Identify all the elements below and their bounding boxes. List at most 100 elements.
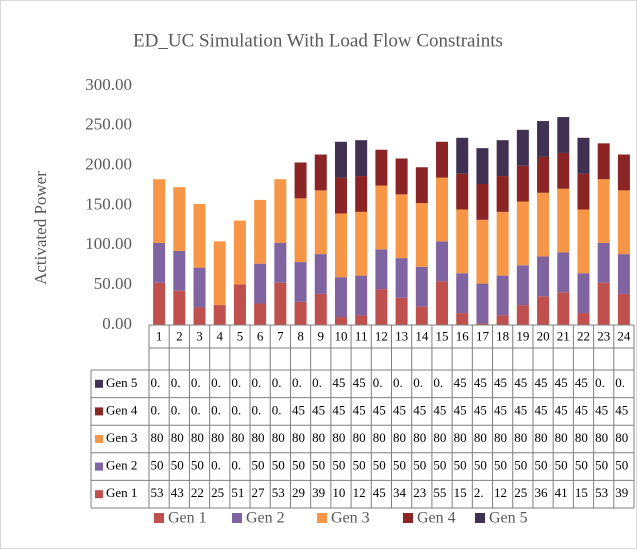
table-cell: 80 bbox=[151, 430, 164, 445]
table-cell: 23 bbox=[413, 485, 426, 500]
legend-key bbox=[95, 379, 103, 388]
bar-segment bbox=[476, 323, 489, 325]
bar-segment bbox=[415, 167, 428, 204]
table-cell: 45 bbox=[353, 402, 366, 417]
chart-title: ED_UC Simulation With Load Flow Constrai… bbox=[133, 30, 503, 51]
legend-swatch bbox=[475, 513, 485, 523]
bar-segment bbox=[294, 301, 307, 325]
table-cell: 80 bbox=[454, 430, 467, 445]
x-tick-label: 21 bbox=[557, 328, 570, 343]
table-cell: 80 bbox=[353, 430, 366, 445]
table-cell: 45 bbox=[555, 402, 568, 417]
table-cell: 80 bbox=[332, 430, 345, 445]
table-cell: 53 bbox=[272, 485, 285, 500]
table-cell: 10 bbox=[332, 485, 345, 500]
bar-segment bbox=[334, 317, 347, 325]
bar-segment bbox=[173, 250, 186, 291]
bar-segment bbox=[415, 203, 428, 267]
bar-segment bbox=[436, 141, 449, 178]
table-cell: 45 bbox=[555, 375, 568, 390]
table-cell: 0. bbox=[211, 458, 221, 473]
table-cell: 80 bbox=[413, 430, 426, 445]
table-cell: 50 bbox=[171, 458, 184, 473]
table-cell: 0. bbox=[393, 375, 403, 390]
bar-segment bbox=[274, 282, 287, 325]
bar-segment bbox=[153, 282, 166, 325]
y-tick-label: 0.00 bbox=[102, 314, 132, 333]
bar-segment bbox=[537, 156, 550, 193]
bar-segment bbox=[173, 187, 186, 251]
y-tick-label: 250.00 bbox=[85, 115, 132, 134]
table-cell: 0. bbox=[373, 375, 383, 390]
table-cell: 15 bbox=[454, 485, 467, 500]
bar-segment bbox=[557, 252, 570, 293]
table-cell: 45 bbox=[474, 375, 487, 390]
table-cell: 80 bbox=[534, 430, 547, 445]
bar-segment bbox=[193, 307, 206, 325]
table-cell: 34 bbox=[393, 485, 407, 500]
bar-segment bbox=[254, 199, 267, 264]
table-cell: 80 bbox=[211, 430, 224, 445]
bar-segment bbox=[355, 211, 368, 276]
bar-segment bbox=[577, 313, 590, 325]
bar-segment bbox=[516, 165, 529, 202]
table-cell: 39 bbox=[615, 485, 628, 500]
table-cell: 0. bbox=[312, 375, 322, 390]
y-tick-label: 50.00 bbox=[94, 274, 132, 293]
table-row-label: Gen 1 bbox=[106, 485, 137, 500]
table-cell: 55 bbox=[433, 485, 446, 500]
table-cell: 0. bbox=[595, 375, 605, 390]
legend-swatch bbox=[154, 513, 164, 523]
table-cell: 80 bbox=[292, 430, 305, 445]
table-cell: 29 bbox=[292, 485, 305, 500]
bar-segment bbox=[516, 201, 529, 266]
table-cell: 36 bbox=[534, 485, 548, 500]
x-tick-label: 12 bbox=[375, 328, 388, 343]
bar-segment bbox=[355, 176, 368, 212]
table-cell: 0. bbox=[151, 375, 161, 390]
table-cell: 0. bbox=[292, 375, 302, 390]
bar-segment bbox=[233, 220, 246, 285]
bar-segment bbox=[597, 179, 610, 243]
bar-segment bbox=[314, 293, 327, 325]
bar-segment bbox=[537, 192, 550, 257]
bar-segment bbox=[375, 185, 388, 250]
table-row-label: Gen 4 bbox=[106, 402, 138, 417]
table-cell: 80 bbox=[272, 430, 285, 445]
x-tick-label: 22 bbox=[577, 328, 590, 343]
table-cell: 80 bbox=[595, 430, 608, 445]
table-cell: 0. bbox=[231, 402, 241, 417]
bar-segment bbox=[436, 241, 449, 282]
legend-swatch bbox=[403, 513, 413, 523]
bar-segment bbox=[153, 179, 166, 243]
x-tick-label: 24 bbox=[617, 328, 631, 343]
table-cell: 22 bbox=[191, 485, 204, 500]
bar-segment bbox=[395, 194, 408, 259]
legend-label: Gen 3 bbox=[331, 510, 370, 527]
bar-segment bbox=[496, 211, 509, 276]
x-tick-label: 1 bbox=[156, 328, 163, 343]
table-cell: 0. bbox=[231, 458, 241, 473]
table-cell: 45 bbox=[494, 375, 507, 390]
bar-segment bbox=[334, 177, 347, 214]
table-cell: 45 bbox=[595, 402, 608, 417]
bar-segment bbox=[294, 198, 307, 263]
table-cell: 50 bbox=[575, 458, 588, 473]
table-cell: 50 bbox=[413, 458, 426, 473]
y-tick-label: 150.00 bbox=[85, 194, 132, 213]
bar-segment bbox=[617, 293, 630, 325]
y-axis-label: Activated Power bbox=[31, 171, 50, 285]
legend-label: Gen 2 bbox=[246, 510, 285, 527]
table-cell: 80 bbox=[231, 430, 244, 445]
bar-segment bbox=[557, 117, 570, 153]
bar-segment bbox=[456, 273, 469, 314]
bar-segment bbox=[456, 313, 469, 325]
bar-segment bbox=[476, 283, 489, 324]
bar-segment bbox=[476, 219, 489, 284]
table-row-label: Gen 5 bbox=[106, 375, 137, 390]
bar-segment bbox=[476, 148, 489, 184]
bar-segment bbox=[314, 154, 327, 191]
x-tick-label: 6 bbox=[257, 328, 264, 343]
table-cell: 50 bbox=[272, 458, 285, 473]
table-cell: 0. bbox=[151, 402, 161, 417]
